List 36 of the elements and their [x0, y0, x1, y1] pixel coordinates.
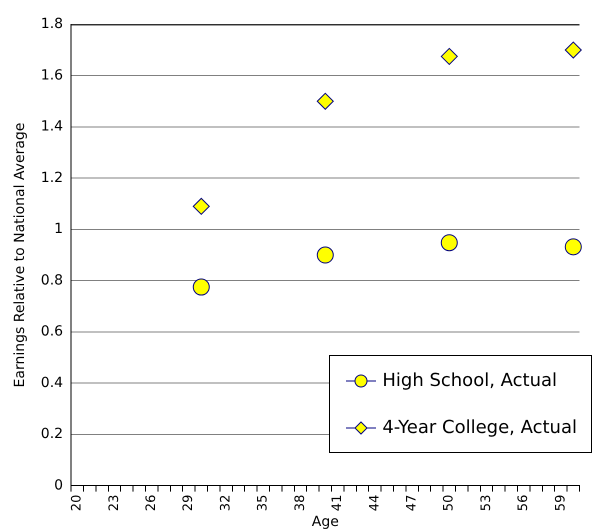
y-tick-label: 1 [54, 221, 64, 238]
x-tick-label: 50 [442, 494, 457, 512]
x-tick-label: 53 [478, 494, 494, 512]
legend-label: High School, Actual [382, 370, 558, 391]
x-tick-label: 32 [218, 494, 234, 512]
y-tick-label: 0.2 [40, 426, 64, 442]
y-tick-label: 1.8 [40, 16, 64, 32]
x-tick-label: 35 [256, 494, 271, 512]
x-tick-label: 20 [70, 494, 85, 512]
x-tick-label: 29 [181, 494, 196, 512]
x-axis-title: Age [312, 514, 339, 530]
y-tick-label: 1.2 [40, 170, 64, 186]
point [192, 278, 210, 296]
point [316, 92, 334, 110]
y-tick-label: 1.4 [40, 118, 64, 135]
point [316, 246, 334, 264]
point [440, 48, 458, 65]
point [440, 234, 458, 252]
point [192, 198, 210, 215]
x-tick-label: 44 [367, 494, 382, 512]
legend-label: 4-Year College, Actual [382, 417, 577, 438]
x-tick-label: 26 [144, 494, 160, 512]
y-axis-title: Earnings Relative to National Average [12, 122, 28, 388]
x-tick-label: 38 [292, 494, 308, 512]
x-tick-label: 41 [330, 494, 346, 512]
x-tick-label: 56 [516, 494, 532, 512]
x-tick-label: 23 [106, 494, 122, 512]
y-tick-label: 0.6 [40, 324, 64, 340]
x-tick-label: 47 [404, 494, 420, 512]
y-tick-label: 0.8 [40, 272, 64, 288]
point [564, 238, 582, 256]
y-tick-label: 0 [54, 477, 64, 494]
point [564, 42, 582, 59]
y-tick-label: 0.4 [40, 374, 64, 391]
x-tick-label: 59 [553, 494, 568, 512]
y-tick-label: 1.6 [40, 67, 64, 84]
